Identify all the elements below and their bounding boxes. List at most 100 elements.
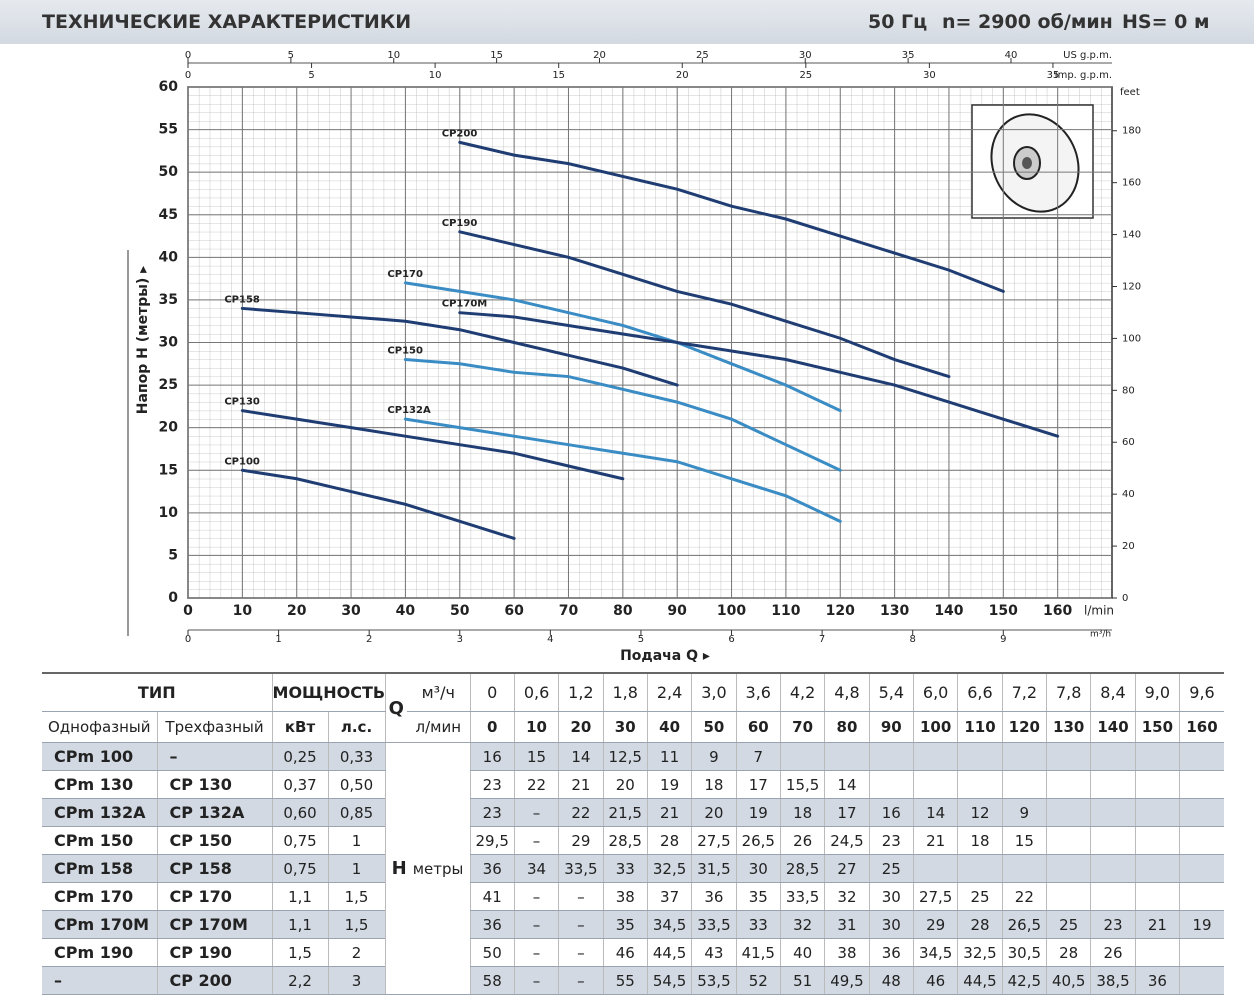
curve [403,358,842,472]
head-value: 21 [646,798,692,827]
model-three: CP 132A [156,798,273,827]
curve [240,306,679,387]
power-hp: 0,85 [327,798,386,827]
x-tick-label: 10 [233,603,253,619]
power-kw: 1,1 [271,910,329,939]
model-single: – [42,966,157,995]
us_gpm-tick-label: 35 [902,50,915,61]
q-lmin: 130 [1045,711,1091,743]
x-tick-label: 120 [826,603,855,619]
model-single: CPm 130 [42,770,157,799]
x-tick-label: 130 [880,603,909,619]
x-tick-label: 100 [717,603,746,619]
head-value: 34 [513,854,559,883]
head-value [868,770,914,799]
head-value: 36 [1134,966,1180,995]
us-gpm-unit: US g.p.m. [1063,50,1112,61]
head-value: – [558,966,604,995]
head-value: 17 [735,770,781,799]
head-value: 35 [735,882,781,911]
q-m3h: 4,2 [779,672,825,712]
curve [458,230,951,379]
q-unit: л/мин [407,711,471,743]
head-value [912,742,958,771]
head-value: 11 [646,742,692,771]
x-tick-label: 150 [989,603,1018,619]
head-value [779,742,825,771]
y2-tick-label: 180 [1122,126,1141,137]
table-row: – CP 200 2,2 3 58– –55 54,5 53,5 52 51 49,5 48 46 44,… [42,966,1224,995]
head-value [824,742,870,771]
head-value: 34,5 [912,938,958,967]
q-m3h: 3,6 [735,672,781,712]
curve-label: CP190 [442,218,478,229]
model-single: CPm 132A [42,798,157,827]
q-m3h: 7,8 [1045,672,1091,712]
imp_gpm-tick-label: 35 [1047,70,1060,81]
head-value: 15 [1001,826,1047,855]
pump-icon [971,104,1094,219]
head-value: 40,5 [1045,966,1091,995]
head-value: 28 [957,910,1003,939]
curve-label: CP132A [387,405,431,416]
h-symbol: H [391,858,407,879]
head-value: – [513,826,559,855]
head-value: 26 [1090,938,1136,967]
y-tick-label: 10 [159,505,179,521]
curve-label: CP130 [224,397,260,408]
table-row: CPm 170M CP 170M 1,1 1,5 36– –35 34,5 33,5 33 32 3… [42,910,1224,939]
curve [403,417,842,523]
y2-tick-label: 100 [1122,333,1141,344]
q-m3h: 5,4 [868,672,914,712]
table-row: CPm 170 CP 170 1,1 1,5 41– –38 37 36 35 33,5 32 30 2… [42,882,1224,911]
head-value: 30,5 [1001,938,1047,967]
head-value [1179,798,1224,827]
head-value [1090,882,1136,911]
y2-tick-label: 60 [1122,437,1135,448]
model-three: CP 150 [156,826,273,855]
x-tick-label: 80 [613,603,633,619]
m3h-tick-label: 5 [638,634,644,645]
feet-unit: feet [1120,87,1140,98]
y-tick-label: 45 [159,207,178,223]
power-kw: 1,5 [271,938,329,967]
table-row: CPm 150 CP 150 0,75 1 29,5–29 28,5 28 27,5 26,5 2… [42,826,1224,855]
x-tick-label: 0 [183,603,193,619]
head-value: 30 [868,910,914,939]
head-value: 14 [558,742,604,771]
head-value: 21 [558,770,604,799]
head-value: 34,5 [646,910,692,939]
curve [240,468,516,540]
q-m3h: 0,6 [513,672,559,712]
model-three: CP 170M [156,910,273,939]
m3h-unit: m³/h [1090,630,1111,640]
head-value: 33 [602,854,648,883]
m3h-tick-label: 1 [275,634,281,645]
head-value [1090,854,1136,883]
table-row: Однофазный Трехфазный кВт л.с. л/мин 0 10 20 30 4… [42,711,1224,743]
x-tick-label: 140 [934,603,963,619]
head-value: 46 [912,966,958,995]
q-lmin: 50 [691,711,737,743]
q-lmin: 110 [957,711,1003,743]
model-single: CPm 170M [42,910,157,939]
model-single: CPm 100 [42,742,157,771]
head-value: 44,5 [957,966,1003,995]
q-symbol: Q [384,672,408,743]
x-tick-label: 160 [1043,603,1072,619]
power-kw: 1,1 [271,882,329,911]
head-value [868,742,914,771]
type-header: ТИП [42,672,273,712]
y-tick-label: 50 [159,164,179,180]
head-value: 33,5 [558,854,604,883]
head-value: – [513,798,559,827]
head-value [1090,742,1136,771]
head-value: 35 [602,910,648,939]
us_gpm-tick-label: 30 [799,50,812,61]
y2-tick-label: 120 [1122,281,1141,292]
power-kw: 0,60 [271,798,329,827]
q-lmin: 30 [602,711,648,743]
head-value [1045,742,1091,771]
